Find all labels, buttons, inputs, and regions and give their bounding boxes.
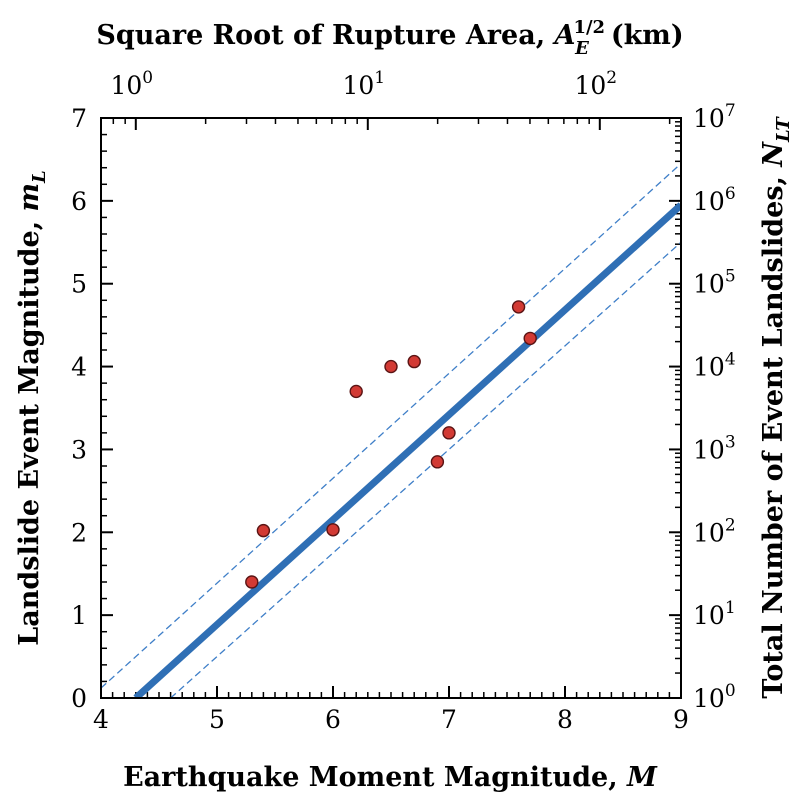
right-tick-base: 10 xyxy=(693,270,725,299)
left-axis-title-symbol: m xyxy=(14,183,45,212)
y-tick-label: 3 xyxy=(71,435,87,464)
top-axis-title-symbol: A xyxy=(552,20,576,51)
y-tick-label: 7 xyxy=(71,104,87,133)
right-tick-exponent: 1 xyxy=(725,598,736,618)
y-tick-label: 4 xyxy=(71,353,87,382)
top-axis-title-subscript: E xyxy=(574,38,589,59)
top-tick-exponent: 0 xyxy=(142,68,153,88)
data-point xyxy=(523,331,537,346)
top-tick-base: 10 xyxy=(342,71,374,100)
right-tick-exponent: 7 xyxy=(725,101,736,121)
y-tick-label: 2 xyxy=(71,518,87,547)
right-axis-title-subscript: LT xyxy=(773,116,794,143)
top-axis-title-units: (km) xyxy=(611,20,684,51)
data-point xyxy=(442,426,456,440)
right-axis-title: Total Number of Event Landslides, NLT xyxy=(758,116,794,699)
right-tick-label: 100 xyxy=(693,681,736,713)
right-tick-base: 10 xyxy=(693,435,725,464)
right-tick-base: 10 xyxy=(693,601,725,630)
right-tick-base: 10 xyxy=(693,518,725,547)
y-tick-label: 0 xyxy=(71,684,87,713)
top-tick-label: 102 xyxy=(574,68,617,100)
x-tick-label: 6 xyxy=(325,705,341,734)
top-tick-exponent: 2 xyxy=(606,68,617,88)
right-tick-label: 101 xyxy=(693,598,736,630)
right-tick-base: 10 xyxy=(693,353,725,382)
fit-line xyxy=(133,202,681,698)
right-tick-label: 104 xyxy=(693,350,736,382)
data-point xyxy=(326,523,340,537)
top-axis-title-text: Square Root of Rupture Area, xyxy=(96,20,554,51)
right-axis-title-text: Total Number of Event Landslides, xyxy=(758,167,789,699)
left-axis-title-subscript: L xyxy=(29,170,50,184)
upper-bound-line xyxy=(101,163,681,689)
data-point xyxy=(430,455,445,469)
right-tick-label: 105 xyxy=(693,267,736,299)
right-tick-exponent: 5 xyxy=(725,267,736,287)
x-tick-label: 7 xyxy=(441,705,457,734)
right-tick-label: 106 xyxy=(693,184,736,216)
left-axis-title-text: Landslide Event Magnitude, xyxy=(14,212,45,646)
y-tick-label: 6 xyxy=(71,187,87,216)
lower-bound-line xyxy=(170,241,681,698)
right-tick-exponent: 6 xyxy=(725,184,736,204)
top-tick-base: 10 xyxy=(574,71,606,100)
x-tick-label: 9 xyxy=(673,705,689,734)
data-point xyxy=(256,523,271,538)
top-axis-title-superscript: 1/2 xyxy=(573,17,605,38)
data-point xyxy=(245,575,259,589)
bottom-axis-title-symbol: M xyxy=(626,762,658,793)
right-tick-label: 107 xyxy=(693,101,736,133)
top-tick-label: 100 xyxy=(110,68,153,100)
x-tick-label: 5 xyxy=(209,705,225,734)
right-tick-exponent: 4 xyxy=(725,350,736,370)
data-points xyxy=(245,300,537,589)
bottom-axis-title-text: Earthquake Moment Magnitude, xyxy=(123,762,627,793)
right-tick-label: 102 xyxy=(693,515,736,547)
y-tick-label: 1 xyxy=(71,601,87,630)
data-point xyxy=(511,300,526,314)
data-point xyxy=(407,354,421,369)
bottom-axis-title: Earthquake Moment Magnitude, M xyxy=(123,762,658,793)
top-axis-title: Square Root of Rupture Area, A1/2 E (km) xyxy=(96,17,683,59)
right-axis-title-symbol: N xyxy=(758,141,789,168)
right-tick-exponent: 0 xyxy=(725,681,736,701)
right-tick-base: 10 xyxy=(693,104,725,133)
top-tick-exponent: 1 xyxy=(374,68,385,88)
left-axis-title: Landslide Event Magnitude, mL xyxy=(14,170,50,645)
y-tick-label: 5 xyxy=(71,270,87,299)
data-point xyxy=(349,384,363,399)
top-tick-label: 101 xyxy=(342,68,385,100)
right-tick-exponent: 2 xyxy=(725,515,736,535)
right-tick-label: 103 xyxy=(693,432,736,464)
data-point xyxy=(384,359,398,374)
x-tick-label: 4 xyxy=(93,705,109,734)
right-tick-base: 10 xyxy=(693,684,725,713)
top-tick-base: 10 xyxy=(110,71,142,100)
series-layer xyxy=(101,163,681,698)
right-tick-exponent: 3 xyxy=(725,432,736,452)
right-tick-base: 10 xyxy=(693,187,725,216)
ticks-layer: 4 5 6 7 8 90123456710010110210310410510610710… xyxy=(71,68,736,734)
x-tick-label: 8 xyxy=(557,705,573,734)
plot-frame xyxy=(100,117,682,699)
